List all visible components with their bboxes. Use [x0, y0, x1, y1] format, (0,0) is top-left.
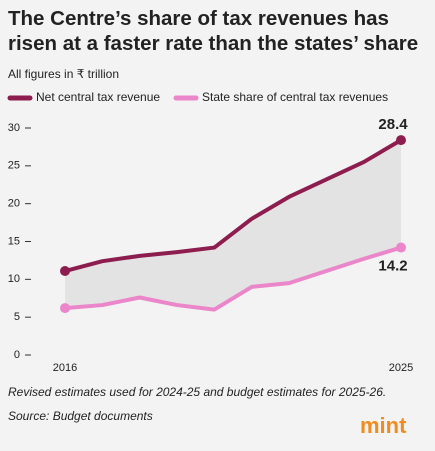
value-label: 14.2 [378, 258, 407, 275]
note: Revised estimates used for 2024-25 and b… [8, 385, 386, 399]
y-tick-label: 15 [8, 235, 20, 247]
value-label: 28.4 [378, 116, 408, 133]
y-tick-label: 5 [14, 311, 20, 323]
line [64, 138, 403, 273]
area-between [65, 140, 401, 310]
y-tick-label: 25 [8, 160, 20, 172]
legend-label: Net central tax revenue [36, 90, 160, 104]
subtitle: All figures in ₹ trillion [8, 67, 119, 81]
logo: mint [360, 413, 407, 438]
legend-label: State share of central tax revenues [202, 90, 388, 104]
y-tick-label: 20 [8, 198, 20, 210]
x-tick-label: 2016 [53, 362, 77, 374]
point [396, 242, 406, 253]
point [60, 266, 70, 277]
y-tick-label: 10 [8, 273, 20, 285]
chart-title: The Centre’s share of tax revenues has r… [8, 7, 419, 55]
y-tick-label: 30 [8, 122, 20, 134]
line [64, 245, 402, 312]
point [60, 303, 70, 314]
point [396, 135, 406, 146]
source: Source: Budget documents [8, 409, 153, 423]
x-tick-label: 2025 [389, 362, 413, 374]
y-tick-label: 0 [14, 349, 20, 361]
